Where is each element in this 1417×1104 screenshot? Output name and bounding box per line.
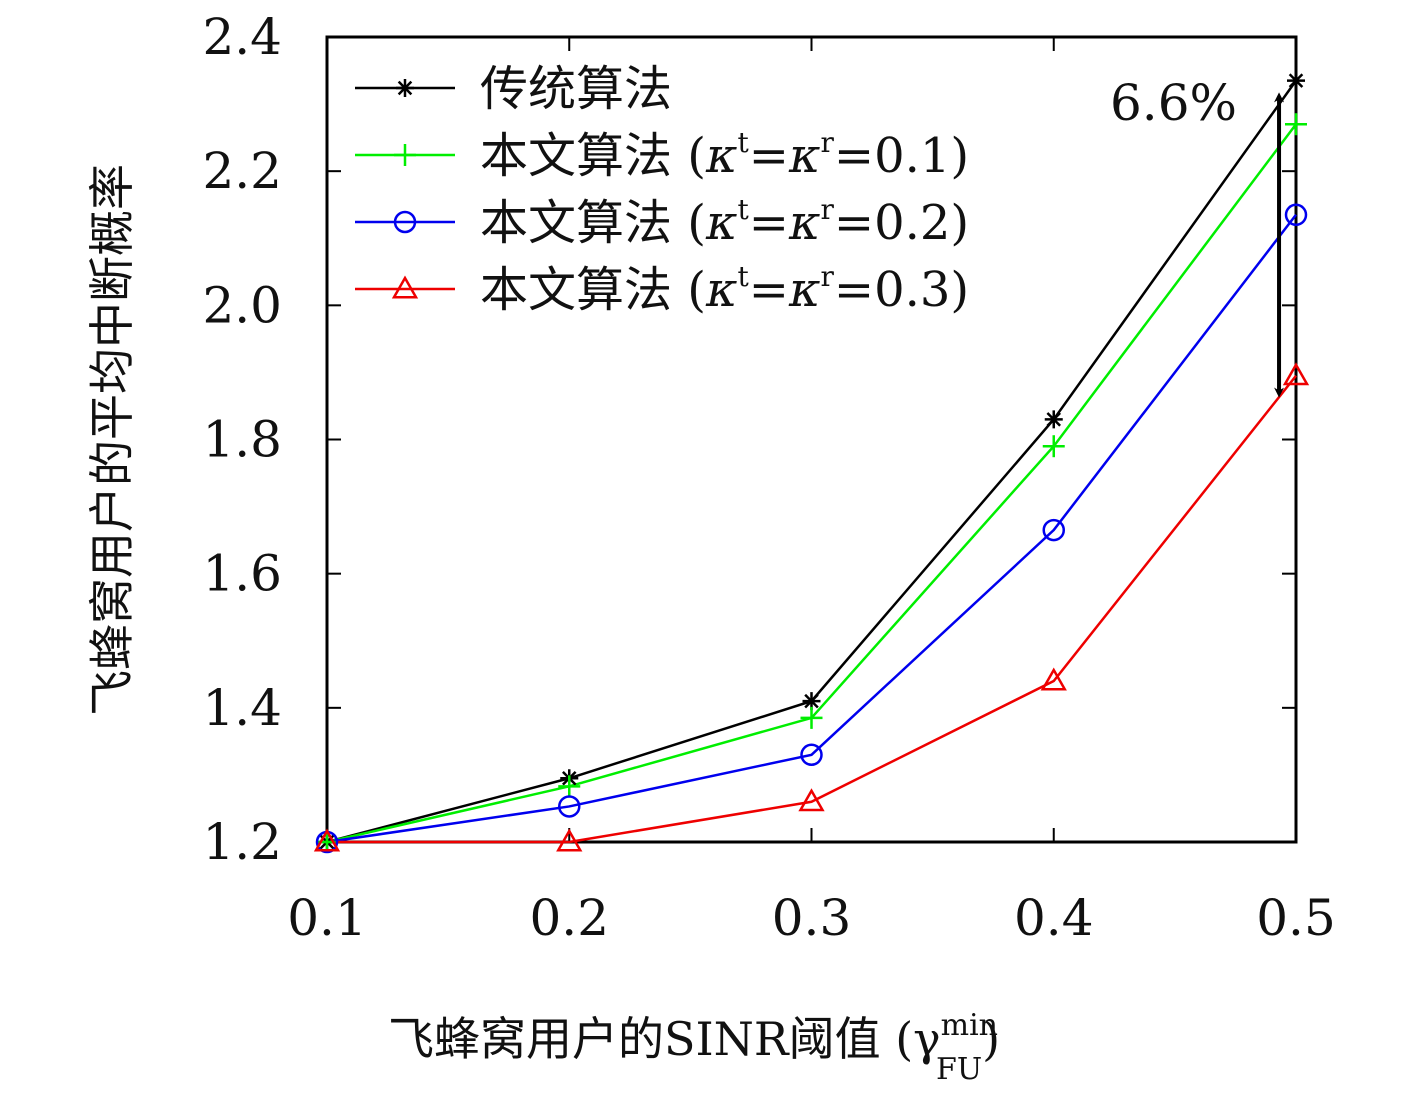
y-tick-label: 1.2 <box>202 813 282 871</box>
series-2-point <box>800 706 823 729</box>
y-axis-label: 飞蜂窝用户的平均中断概率 <box>85 164 139 716</box>
y-tick-label: 1.4 <box>202 679 282 737</box>
x-tick-label: 0.5 <box>1256 889 1336 947</box>
series-2-point <box>1042 435 1065 458</box>
series-line-3 <box>326 214 1297 844</box>
series-2-point <box>558 775 581 798</box>
legend-label-1: 传统算法 <box>480 61 672 117</box>
x-tick-label: 0.1 <box>287 889 367 947</box>
x-tick-label: 0.2 <box>529 889 609 947</box>
series-markers <box>313 71 1310 854</box>
legend-label-3: 本文算法 (κt=κr=0.2) <box>480 193 969 251</box>
y-tick-label: 1.6 <box>202 545 282 603</box>
x-tick-label: 0.4 <box>1014 889 1094 947</box>
legend-label-4: 本文算法 (κt=κr=0.3) <box>480 260 969 318</box>
series-4-point <box>1040 667 1067 691</box>
series-3-point <box>1284 203 1308 227</box>
x-axis-label: 飞蜂窝用户的SINR阈值 (γmin FU) <box>388 1008 1000 1087</box>
series-1-point <box>1287 71 1305 90</box>
y-tick-label: 2.2 <box>202 142 282 200</box>
series-4-point <box>798 788 825 812</box>
legend-marker-1 <box>396 79 414 97</box>
series-3-point <box>1042 518 1065 542</box>
y-tick-labels: 1.2 1.4 1.6 1.8 2.0 2.2 2.4 <box>202 8 282 871</box>
y-tick-label: 1.8 <box>202 411 282 469</box>
series-4-point <box>556 828 583 852</box>
series-2-point <box>1285 113 1307 136</box>
y-tick-label: 2.4 <box>202 8 282 66</box>
series-3-point <box>800 743 823 767</box>
series-4-point <box>313 828 341 852</box>
series-line-4 <box>327 374 1297 844</box>
legend-marker-4 <box>391 275 419 299</box>
axis-ticks <box>326 36 1297 843</box>
legend-label-2: 本文算法 (κt=κr=0.1) <box>480 126 969 184</box>
legend-marker-3 <box>393 210 417 234</box>
y-tick-label: 2.0 <box>202 276 282 334</box>
series-3-point <box>558 795 581 818</box>
series-4-point <box>1282 362 1310 386</box>
difference-annotation: 6.6% <box>1110 74 1237 132</box>
series-1-point <box>1044 410 1063 429</box>
legend-marker-2 <box>394 144 416 166</box>
x-tick-label: 0.3 <box>772 889 852 947</box>
x-tick-labels: 0.1 0.2 0.3 0.4 0.5 <box>287 889 1336 947</box>
